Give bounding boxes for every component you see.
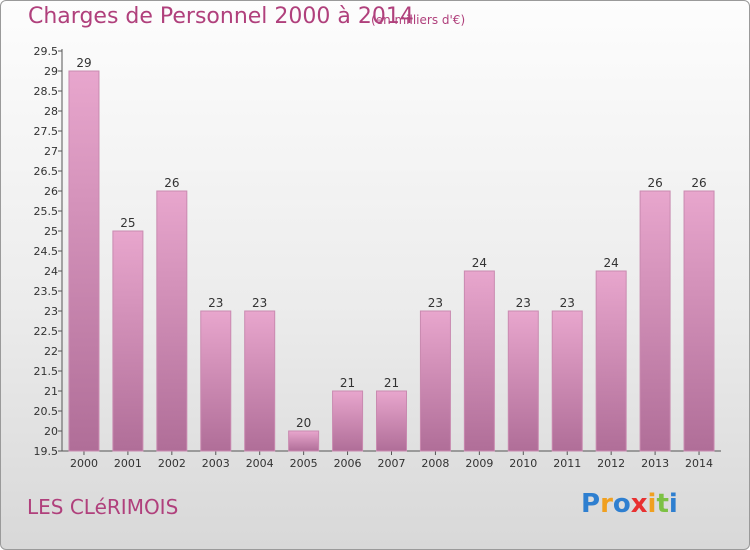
chart-title: Charges de Personnel 2000 à 2014 (28, 4, 414, 29)
data-label: 23 (428, 296, 443, 310)
y-tick-label: 19.5 (34, 445, 59, 458)
x-tick-label: 2000 (70, 457, 98, 470)
x-tick-label: 2004 (246, 457, 274, 470)
bar-2000 (68, 70, 100, 452)
x-tick-label: 2005 (290, 457, 318, 470)
x-tick-label: 2013 (641, 457, 669, 470)
town-name: LES CLéRIMOIS (27, 495, 179, 519)
x-tick-label: 2001 (114, 457, 142, 470)
chart-unit: (en milliers d'€) (371, 13, 466, 27)
y-tick-label: 29 (44, 65, 58, 78)
x-tick-label: 2012 (597, 457, 625, 470)
x-tick-label: 2009 (465, 457, 493, 470)
logo-letter: i (647, 489, 657, 519)
y-tick-label: 27 (44, 145, 58, 158)
bar-2006 (332, 390, 364, 452)
logo-letter: i (668, 489, 678, 519)
bar-2005 (288, 430, 320, 452)
bar-2002 (156, 190, 188, 452)
data-label: 24 (472, 256, 487, 270)
bar-2011 (551, 310, 583, 452)
y-tick-label: 29.5 (34, 45, 59, 58)
data-label: 26 (164, 176, 179, 190)
x-tick-label: 2014 (685, 457, 713, 470)
y-tick-label: 23 (44, 305, 58, 318)
bar-2014 (683, 190, 715, 452)
y-tick-label: 25.5 (34, 205, 59, 218)
bar-2008 (419, 310, 451, 452)
logo-letter: o (612, 489, 631, 519)
data-label: 21 (340, 376, 355, 390)
bars (68, 70, 715, 452)
y-tick-label: 28.5 (34, 85, 59, 98)
x-tick-label: 2002 (158, 457, 186, 470)
x-tick-label: 2003 (202, 457, 230, 470)
data-label: 21 (384, 376, 399, 390)
y-tick-label: 27.5 (34, 125, 59, 138)
y-tick-label: 25 (44, 225, 58, 238)
data-labels: 29 25 26 23 23 20 21 21 23 24 23 23 24 26 26 (76, 56, 706, 430)
data-label: 20 (296, 416, 311, 430)
bar-2001 (112, 230, 144, 452)
y-tick-label: 22.5 (34, 325, 59, 338)
x-tick-label: 2006 (334, 457, 362, 470)
data-label: 23 (208, 296, 223, 310)
data-label: 29 (76, 56, 91, 70)
bar-2013 (639, 190, 671, 452)
y-tick-label: 23.5 (34, 285, 59, 298)
y-tick-label: 28 (44, 105, 58, 118)
y-tick-label: 26 (44, 185, 58, 198)
bar-2012 (595, 270, 627, 452)
bar-2004 (244, 310, 276, 452)
x-tick-label: 2011 (553, 457, 581, 470)
x-tick-label: 2008 (421, 457, 449, 470)
proxiti-logo: Proxiti (581, 489, 678, 519)
data-label: 24 (604, 256, 619, 270)
bar-2010 (507, 310, 539, 452)
x-tick-labels: 2000 2001 2002 2003 2004 2005 2006 2007 2008 2009… (70, 457, 713, 470)
bar-2007 (376, 390, 407, 452)
y-tick-label: 20 (44, 425, 58, 438)
data-label: 26 (691, 176, 706, 190)
logo-letter: x (630, 489, 648, 519)
data-label: 23 (560, 296, 575, 310)
y-tick-label: 24 (44, 265, 58, 278)
bar-2009 (463, 270, 495, 452)
logo-letter: r (600, 489, 613, 519)
y-tick-label: 20.5 (34, 405, 59, 418)
bar-2003 (200, 310, 232, 452)
data-label: 26 (647, 176, 662, 190)
data-label: 23 (516, 296, 531, 310)
data-label: 23 (252, 296, 267, 310)
logo-letter: t (656, 489, 669, 519)
y-tick-label: 24.5 (34, 245, 59, 258)
y-tick-label: 26.5 (34, 165, 59, 178)
logo-letter: P (581, 489, 601, 519)
y-tick-labels: 19.5 20 20.5 21 21.5 22 22.5 23 23.5 24 24.5 25 25.5… (34, 45, 59, 458)
y-tick-label: 22 (44, 345, 58, 358)
x-tick-label: 2007 (378, 457, 406, 470)
x-tick-label: 2010 (509, 457, 537, 470)
y-tick-label: 21.5 (34, 365, 59, 378)
y-tick-label: 21 (44, 385, 58, 398)
data-label: 25 (120, 216, 135, 230)
